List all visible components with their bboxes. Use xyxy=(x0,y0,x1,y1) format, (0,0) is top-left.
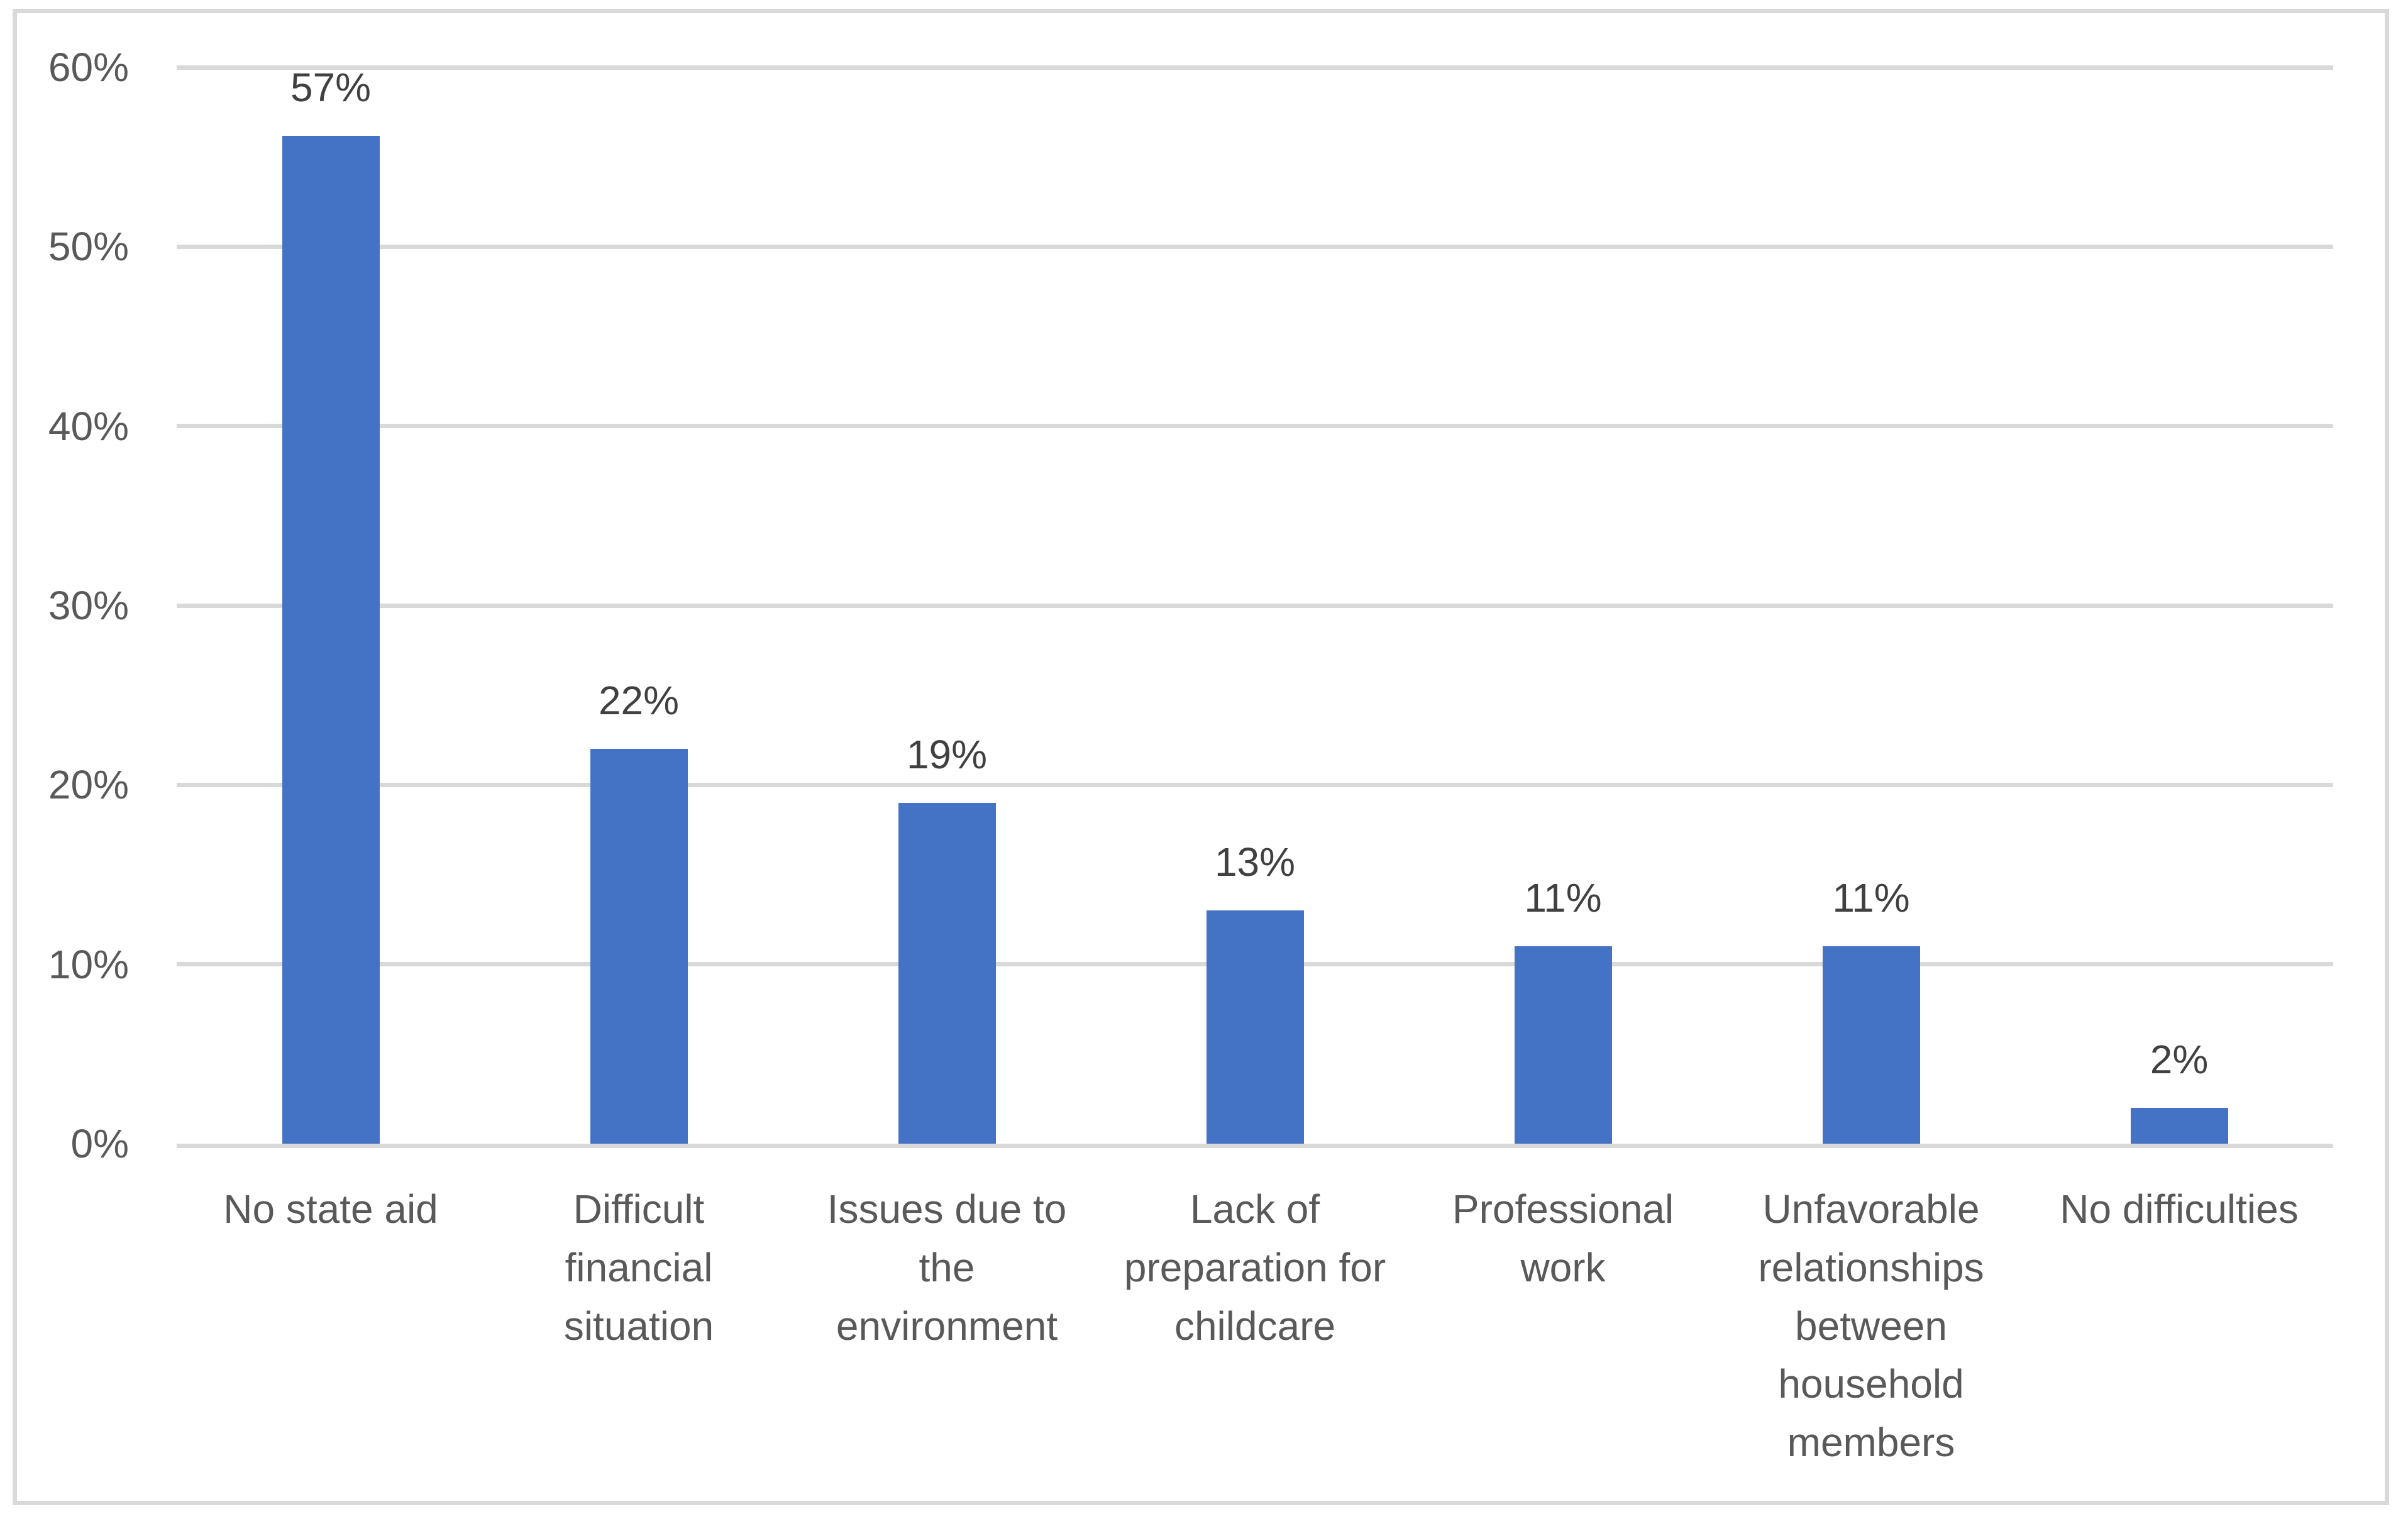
y-axis-tick-label: 30% xyxy=(48,583,129,628)
data-label: 57% xyxy=(290,65,372,110)
bar xyxy=(2130,1107,2228,1144)
plot-area: 57% 22% 19% 13% 11% 11% xyxy=(177,65,2333,1148)
category-label: Lack of preparation for childcare xyxy=(1124,1186,1386,1349)
x-axis-labels: No state aid Difficult financial situati… xyxy=(177,1180,2333,1472)
gridline xyxy=(177,603,2333,608)
category-label: Issues due to the environment xyxy=(827,1186,1067,1349)
bar-column: 13% xyxy=(1101,67,1409,1144)
y-axis-tick-label: 0% xyxy=(70,1121,130,1166)
data-label: 13% xyxy=(1214,839,1296,885)
bar xyxy=(1822,946,1920,1144)
bar xyxy=(1514,946,1612,1144)
bar-column: 57% xyxy=(177,67,485,1144)
bar-column: 19% xyxy=(793,67,1101,1144)
data-label: 11% xyxy=(1832,875,1910,921)
bar xyxy=(282,136,380,1144)
bar xyxy=(1206,910,1304,1144)
category-label: No state aid xyxy=(223,1186,438,1232)
y-axis-tick-label: 40% xyxy=(48,403,129,449)
category-label: Professional work xyxy=(1452,1186,1674,1290)
gridline xyxy=(177,244,2333,249)
gridline xyxy=(177,782,2333,787)
bar-column: 22% xyxy=(485,67,793,1144)
y-axis-tick-label: 20% xyxy=(48,762,129,808)
gridline xyxy=(177,65,2333,70)
data-label: 2% xyxy=(2150,1036,2209,1082)
y-axis-tick-label: 60% xyxy=(48,45,129,90)
data-label: 19% xyxy=(906,731,988,777)
bar xyxy=(590,749,688,1144)
bar-series: 57% 22% 19% 13% 11% 11% xyxy=(177,67,2333,1144)
bar-column: 11% xyxy=(1717,67,2025,1144)
bar-column: 2% xyxy=(2025,67,2333,1144)
data-label: 22% xyxy=(598,678,680,724)
category-label: Unfavorable relationships between househ… xyxy=(1758,1186,1984,1466)
x-axis-line xyxy=(177,1144,2333,1148)
gridline xyxy=(177,424,2333,429)
bar-column: 11% xyxy=(1409,67,1717,1144)
category-label: No difficulties xyxy=(2060,1186,2299,1232)
bar xyxy=(898,802,996,1144)
y-axis-tick-label: 10% xyxy=(48,941,129,987)
data-label: 11% xyxy=(1524,875,1602,921)
y-axis-tick-label: 50% xyxy=(48,224,129,270)
chart-border xyxy=(13,9,2389,1505)
category-label: Difficult financial situation xyxy=(563,1186,714,1349)
